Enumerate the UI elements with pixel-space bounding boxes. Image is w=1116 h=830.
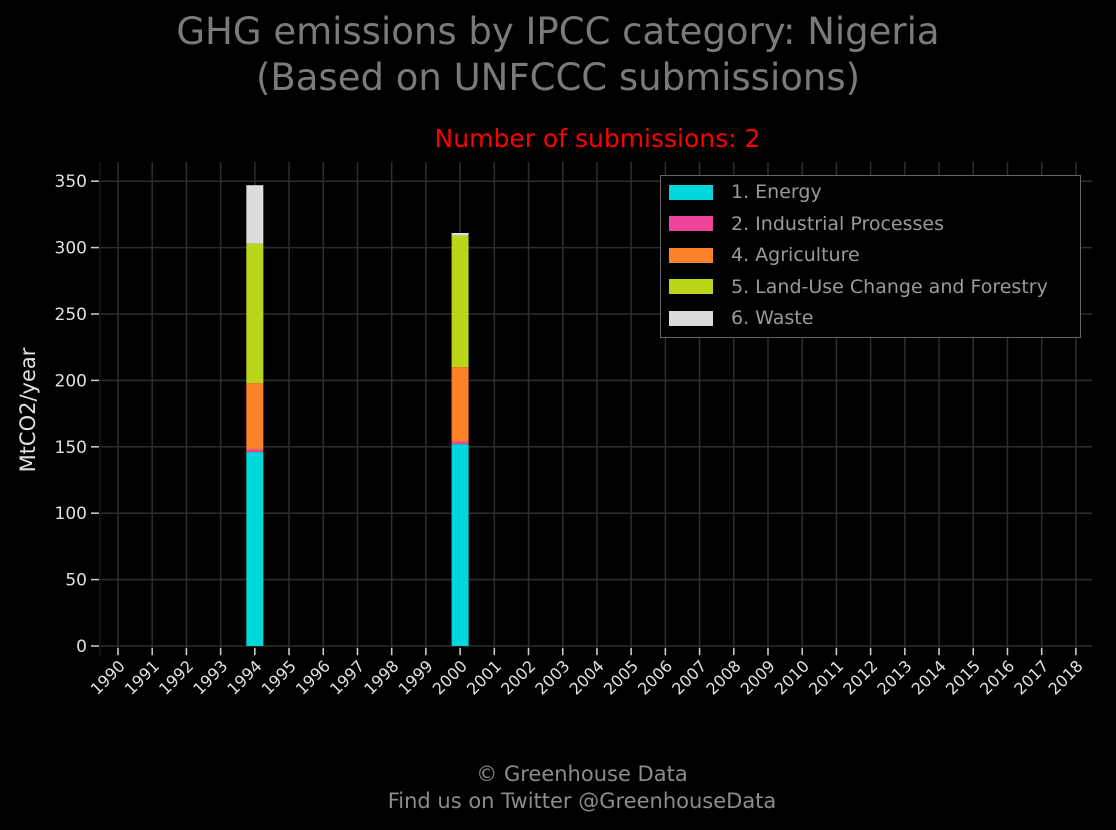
x-tick-label: 2017 [1010,656,1052,698]
x-tick-label: 2016 [976,656,1018,698]
legend-swatch [669,310,713,326]
y-axis-ticks: 0 50 100 150 200 250 300 350 [55,172,99,657]
y-tick-label: 350 [55,172,87,192]
legend-label: 4. Agriculture [731,244,860,266]
x-tick-label: 2001 [463,656,505,698]
legend-item: 6. Waste [669,307,814,329]
bar-segment [451,232,469,236]
bar-segment [246,243,264,384]
x-tick-label: 1995 [258,656,300,698]
legend-swatch [669,279,713,294]
chart-title-line1: GHG emissions by IPCC category: Nigeria [176,10,940,53]
legend-label: 2. Industrial Processes [731,212,944,235]
x-tick-label: 1996 [292,656,334,698]
y-axis-label: MtCO2/year [16,347,40,472]
y-tick-label: 50 [65,571,87,591]
bar-segment [246,449,264,453]
y-tick-label: 300 [55,239,87,259]
bar-segment [246,452,264,646]
x-tick-label: 2008 [702,656,744,698]
legend-item: 5. Land-Use Change and Forestry [669,275,1048,298]
bar-segment [451,441,469,445]
x-tick-label: 2002 [497,656,539,698]
x-tick-label: 1998 [360,656,402,698]
grid-lines [100,162,1092,656]
x-tick-label: 2007 [668,656,710,698]
chart-legend: 1. Energy 2. Industrial Processes 4. Agric… [660,175,1081,338]
legend-swatch [669,247,713,263]
legend-item: 1. Energy [669,181,822,203]
x-tick-label: 2018 [1044,656,1086,698]
legend-swatch [669,184,713,200]
y-tick-label: 250 [55,305,87,325]
legend-label: 5. Land-Use Change and Forestry [731,275,1048,298]
x-tick-label: 1997 [326,656,368,698]
x-tick-label: 2011 [805,656,847,698]
bar-segment [451,235,469,368]
x-tick-label: 1994 [223,656,265,698]
legend-item: 4. Agriculture [669,244,860,266]
bars-group [246,185,469,646]
x-tick-label: 2006 [634,656,676,698]
y-tick-label: 0 [76,637,87,657]
y-tick-label: 150 [55,438,87,458]
footer-twitter: Find us on Twitter @GreenhouseData [387,789,777,813]
x-tick-label: 2004 [566,656,608,698]
x-tick-label: 2015 [942,656,984,698]
x-tick-label: 1992 [155,656,197,698]
x-tick-label: 2000 [429,656,471,698]
x-tick-label: 2012 [839,656,881,698]
bar-segment [451,444,469,646]
x-tick-label: 1991 [121,656,163,698]
y-tick-label: 100 [55,504,87,524]
x-tick-label: 1990 [87,656,129,698]
bar-segment [451,367,469,442]
chart-title-line2: (Based on UNFCCC submissions) [255,56,861,99]
legend-swatch [669,216,713,231]
x-tick-label: 2005 [600,656,642,698]
x-tick-label: 2003 [531,656,573,698]
x-tick-label: 2014 [908,656,950,698]
legend-item: 2. Industrial Processes [669,212,944,235]
x-tick-label: 1993 [189,656,231,698]
footer-copyright: © Greenhouse Data [476,762,688,786]
bar-segment [246,383,264,450]
x-axis-ticks: 1990199119921993199419951996199719981999… [87,648,1087,699]
bar-segment [246,185,264,244]
y-tick-label: 200 [55,371,87,391]
chart-subtitle: Number of submissions: 2 [434,124,761,153]
legend-label: 1. Energy [731,181,822,203]
x-tick-label: 2009 [737,656,779,698]
x-tick-label: 2010 [771,656,813,698]
legend-label: 6. Waste [731,307,814,329]
x-tick-label: 2013 [873,656,915,698]
x-tick-label: 1999 [394,656,436,698]
